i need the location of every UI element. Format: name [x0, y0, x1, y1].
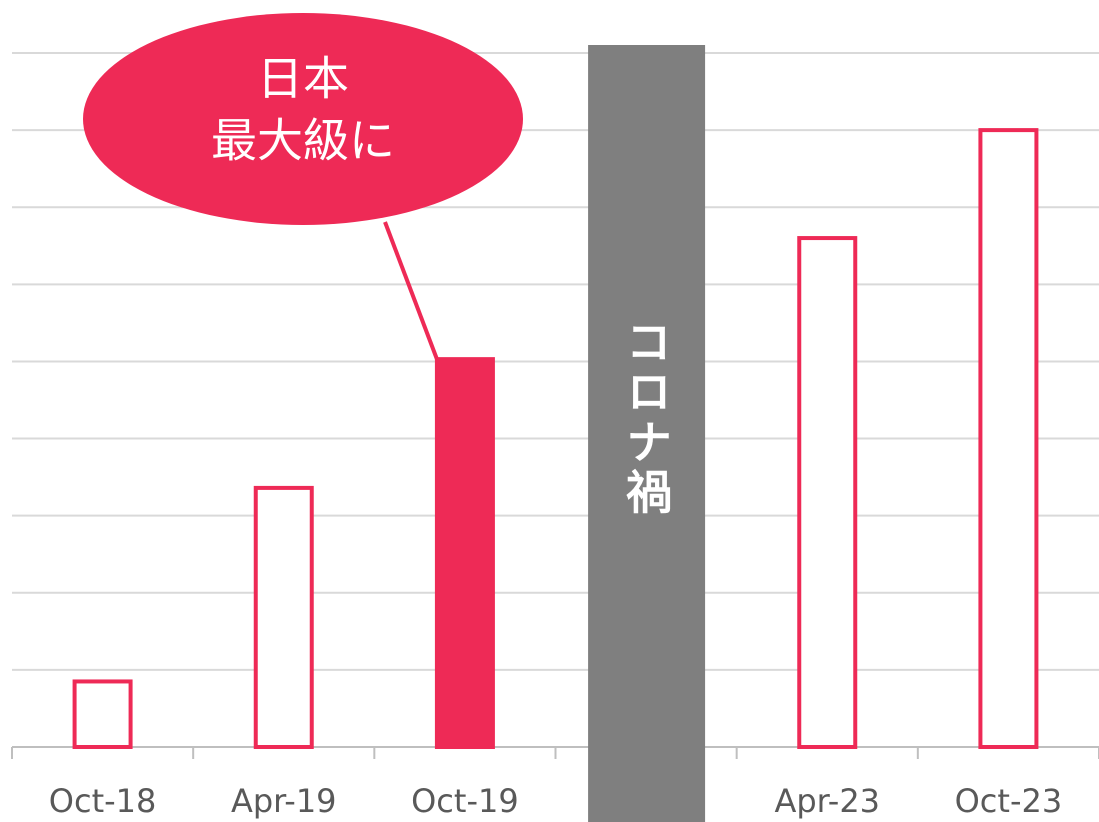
bar: [978, 128, 1039, 750]
covid-label: コロナ禍: [619, 318, 673, 518]
bar: [253, 485, 314, 749]
x-tick-label: Oct-19: [411, 782, 519, 820]
x-tick-label: Apr-23: [774, 782, 880, 820]
x-tick-label: Oct-23: [955, 782, 1063, 820]
bar: [72, 679, 133, 750]
bar: [797, 236, 858, 749]
covid-block: [588, 45, 706, 822]
x-tick-label: Apr-19: [231, 782, 337, 820]
callout-text: 最大級に: [211, 114, 395, 168]
callout-text: 日本: [257, 52, 349, 106]
callout-bubble: [83, 13, 523, 225]
callout-pointer: [383, 221, 439, 360]
x-tick-label: Oct-18: [49, 782, 157, 820]
bar: [434, 357, 495, 749]
